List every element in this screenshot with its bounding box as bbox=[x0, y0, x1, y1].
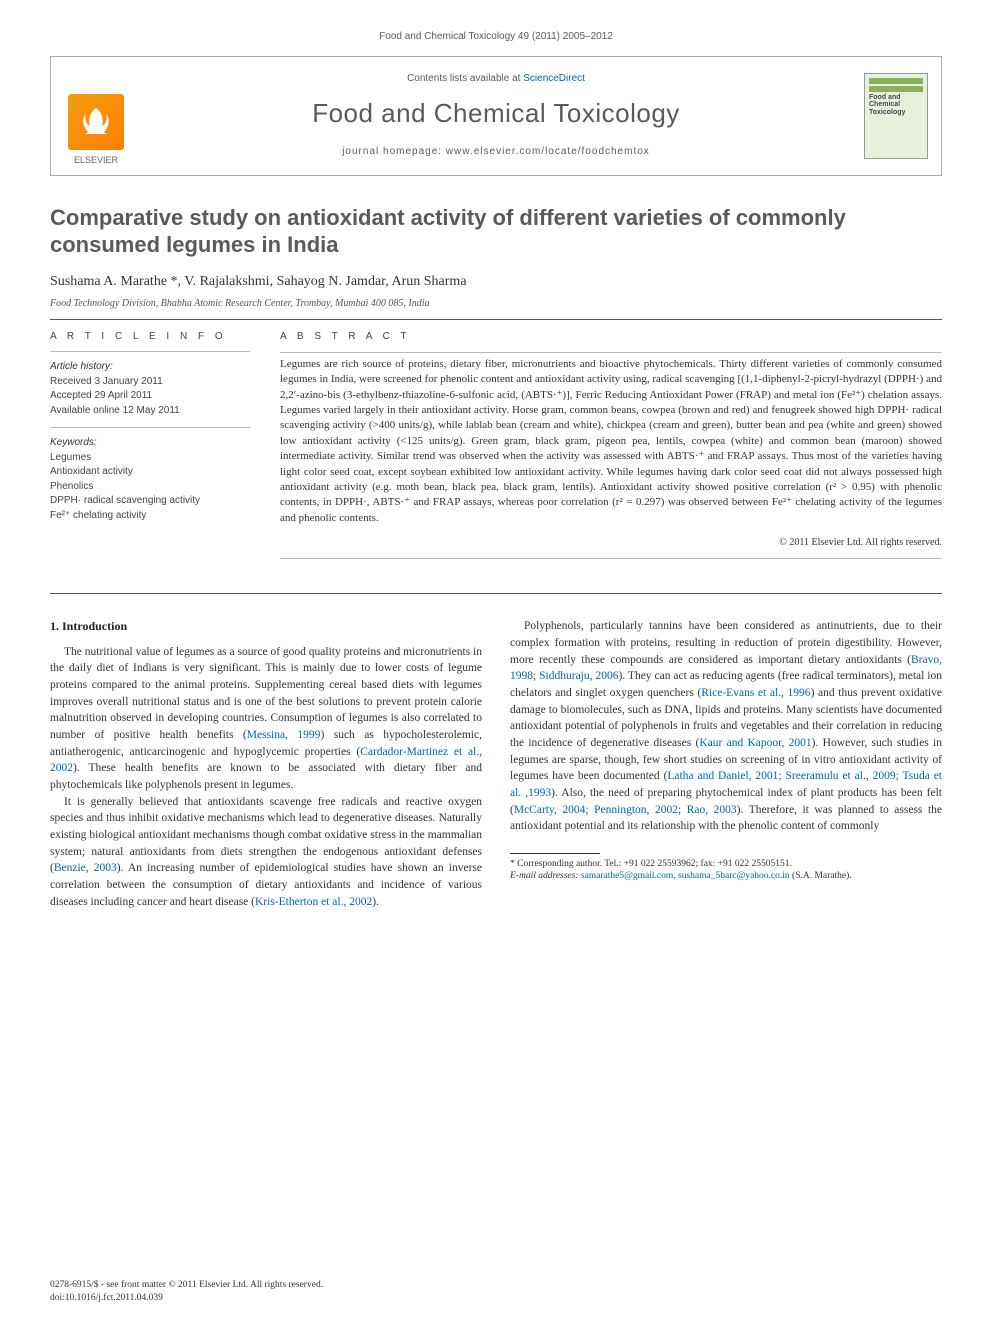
publisher-block: ELSEVIER bbox=[51, 57, 141, 175]
doi-line: doi:10.1016/j.fct.2011.04.039 bbox=[50, 1292, 323, 1305]
authors-text: Sushama A. Marathe *, V. Rajalakshmi, Sa… bbox=[50, 274, 467, 289]
keywords-label: Keywords: bbox=[50, 436, 250, 450]
email-label: E-mail addresses: bbox=[510, 871, 579, 881]
cover-label: Food and Chemical Toxicology bbox=[869, 94, 923, 117]
body-para: Polyphenols, particularly tannins have b… bbox=[510, 618, 942, 835]
homepage-prefix: journal homepage: bbox=[342, 146, 446, 157]
text-run: ). These health benefits are known to be… bbox=[50, 762, 482, 791]
authors-line: Sushama A. Marathe *, V. Rajalakshmi, Sa… bbox=[50, 273, 942, 292]
cover-block: Food and Chemical Toxicology bbox=[851, 57, 941, 175]
publisher-label: ELSEVIER bbox=[74, 154, 118, 166]
abstract-bottom-rule bbox=[280, 558, 942, 559]
contents-line: Contents lists available at ScienceDirec… bbox=[407, 72, 585, 86]
email-link[interactable]: samarathe5@gmail.com, sushama_5barc@yaho… bbox=[581, 871, 790, 881]
keyword-item: Legumes bbox=[50, 451, 250, 465]
corr-author-note: * Corresponding author. Tel.: +91 022 25… bbox=[510, 858, 942, 870]
history-item: Received 3 January 2011 bbox=[50, 375, 250, 389]
info-abstract-row: A R T I C L E I N F O Article history: R… bbox=[50, 330, 942, 563]
sciencedirect-link[interactable]: ScienceDirect bbox=[523, 73, 585, 84]
keyword-item: Fe²⁺ chelating activity bbox=[50, 509, 250, 523]
history-item: Accepted 29 April 2011 bbox=[50, 389, 250, 403]
text-run: Polyphenols, particularly tannins have b… bbox=[510, 620, 942, 665]
body-text: 1. Introduction The nutritional value of… bbox=[50, 618, 942, 910]
info-heading: A R T I C L E I N F O bbox=[50, 330, 250, 344]
citation-link[interactable]: Rice-Evans et al., 1996 bbox=[701, 687, 810, 699]
keyword-item: DPPH· radical scavenging activity bbox=[50, 494, 250, 508]
contents-prefix: Contents lists available at bbox=[407, 73, 523, 84]
front-matter-line: 0278-6915/$ - see front matter © 2011 El… bbox=[50, 1279, 323, 1292]
citation-link[interactable]: Benzie, 2003 bbox=[54, 862, 117, 874]
intro-heading: 1. Introduction bbox=[50, 618, 482, 635]
history-item: Available online 12 May 2011 bbox=[50, 404, 250, 418]
keyword-item: Phenolics bbox=[50, 480, 250, 494]
citation-link[interactable]: McCarty, 2004; Pennington, 2002; Rao, 20… bbox=[514, 804, 737, 816]
text-run: ). bbox=[372, 896, 379, 908]
citation-link[interactable]: Messina, 1999 bbox=[247, 729, 321, 741]
homepage-url[interactable]: www.elsevier.com/locate/foodchemtox bbox=[446, 146, 650, 157]
article-info: A R T I C L E I N F O Article history: R… bbox=[50, 330, 250, 563]
journal-banner: ELSEVIER Contents lists available at Sci… bbox=[50, 56, 942, 176]
info-rule bbox=[50, 427, 250, 428]
abstract: A B S T R A C T Legumes are rich source … bbox=[280, 330, 942, 563]
top-rule bbox=[50, 319, 942, 320]
text-run: The nutritional value of legumes as a so… bbox=[50, 646, 482, 741]
running-header: Food and Chemical Toxicology 49 (2011) 2… bbox=[50, 30, 942, 44]
body-para: The nutritional value of legumes as a so… bbox=[50, 644, 482, 794]
mid-rule bbox=[50, 593, 942, 594]
abstract-rule bbox=[280, 352, 942, 353]
citation-link[interactable]: Kris-Etherton et al., 2002 bbox=[255, 896, 372, 908]
elsevier-tree-icon bbox=[68, 94, 124, 150]
affiliation: Food Technology Division, Bhabha Atomic … bbox=[50, 297, 942, 311]
info-rule bbox=[50, 351, 250, 352]
journal-cover-thumb: Food and Chemical Toxicology bbox=[864, 73, 928, 159]
history-label: Article history: bbox=[50, 360, 250, 374]
citation-link[interactable]: Kaur and Kapoor, 2001 bbox=[699, 737, 811, 749]
footnote-block: * Corresponding author. Tel.: +91 022 25… bbox=[510, 853, 942, 883]
abstract-heading: A B S T R A C T bbox=[280, 330, 942, 344]
body-para: It is generally believed that antioxidan… bbox=[50, 794, 482, 911]
email-line: E-mail addresses: samarathe5@gmail.com, … bbox=[510, 870, 942, 882]
keyword-item: Antioxidant activity bbox=[50, 465, 250, 479]
homepage-line: journal homepage: www.elsevier.com/locat… bbox=[342, 145, 650, 159]
footer: 0278-6915/$ - see front matter © 2011 El… bbox=[50, 1279, 323, 1305]
banner-center: Contents lists available at ScienceDirec… bbox=[141, 57, 851, 175]
email-suffix: (S.A. Marathe). bbox=[792, 871, 852, 881]
abstract-text: Legumes are rich source of proteins, die… bbox=[280, 357, 942, 526]
journal-name: Food and Chemical Toxicology bbox=[312, 96, 680, 131]
article-title: Comparative study on antioxidant activit… bbox=[50, 204, 942, 259]
abstract-copyright: © 2011 Elsevier Ltd. All rights reserved… bbox=[280, 536, 942, 550]
footnote-rule bbox=[510, 853, 600, 854]
